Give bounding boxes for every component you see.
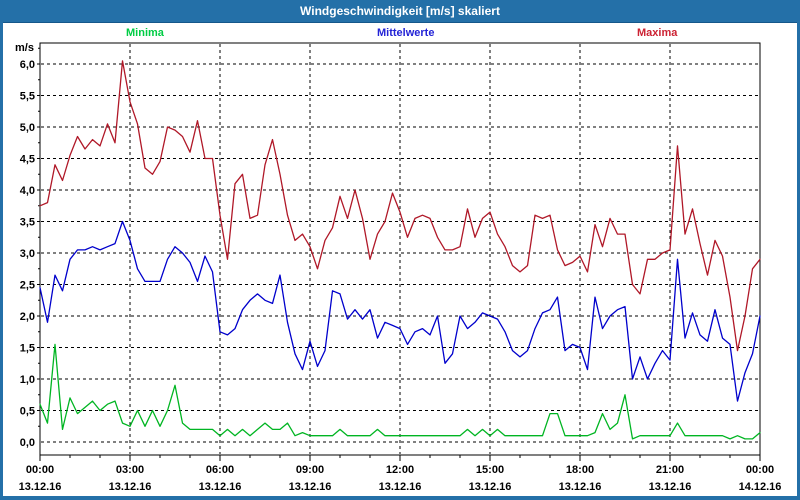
svg-text:m/s: m/s [15, 42, 34, 54]
svg-text:13.12.16: 13.12.16 [19, 481, 62, 493]
svg-text:13.12.16: 13.12.16 [109, 481, 152, 493]
svg-text:0,0: 0,0 [20, 437, 35, 449]
svg-text:3,5: 3,5 [20, 217, 35, 229]
svg-text:13.12.16: 13.12.16 [469, 481, 512, 493]
svg-text:5,5: 5,5 [20, 91, 35, 103]
svg-text:1,0: 1,0 [20, 374, 35, 386]
legend-minima: Minima [126, 27, 164, 39]
svg-text:18:00: 18:00 [566, 464, 594, 476]
svg-text:3,0: 3,0 [20, 248, 35, 260]
svg-text:5,0: 5,0 [20, 122, 35, 134]
svg-text:06:00: 06:00 [206, 464, 234, 476]
svg-text:09:00: 09:00 [296, 464, 324, 476]
window-border-left [0, 0, 3, 500]
svg-text:2,0: 2,0 [20, 311, 35, 323]
chart-area: Minima Mittelwerte Maxima 0,0 0,5 1,0 1,5 2,… [0, 22, 800, 500]
svg-text:0,5: 0,5 [20, 406, 35, 418]
svg-text:03:00: 03:00 [116, 464, 144, 476]
svg-text:13.12.16: 13.12.16 [289, 481, 332, 493]
window-title: Windgeschwindigkeit [m/s] skaliert [300, 4, 500, 18]
legend-maxima: Maxima [637, 27, 678, 39]
svg-text:00:00: 00:00 [26, 464, 54, 476]
svg-text:13.12.16: 13.12.16 [559, 481, 602, 493]
svg-text:13.12.16: 13.12.16 [649, 481, 692, 493]
svg-text:12:00: 12:00 [386, 464, 414, 476]
window-border-bottom [0, 496, 800, 500]
svg-text:2,5: 2,5 [20, 280, 35, 292]
svg-text:4,5: 4,5 [20, 154, 35, 166]
svg-text:4,0: 4,0 [20, 185, 35, 197]
svg-text:00:00: 00:00 [746, 464, 774, 476]
svg-text:14.12.16: 14.12.16 [739, 481, 782, 493]
legend-mittelwerte: Mittelwerte [377, 27, 435, 39]
window-border-right [797, 0, 800, 500]
svg-text:21:00: 21:00 [656, 464, 684, 476]
wind-speed-chart: 0,0 0,5 1,0 1,5 2,0 2,5 3,0 3,5 4,0 4,5 5,0 5,5 6,0 0… [15, 42, 782, 493]
svg-text:6,0: 6,0 [20, 59, 35, 71]
svg-text:15:00: 15:00 [476, 464, 504, 476]
svg-text:1,5: 1,5 [20, 343, 35, 355]
svg-text:13.12.16: 13.12.16 [379, 481, 422, 493]
svg-text:13.12.16: 13.12.16 [199, 481, 242, 493]
window-titlebar: Windgeschwindigkeit [m/s] skaliert [0, 0, 800, 23]
